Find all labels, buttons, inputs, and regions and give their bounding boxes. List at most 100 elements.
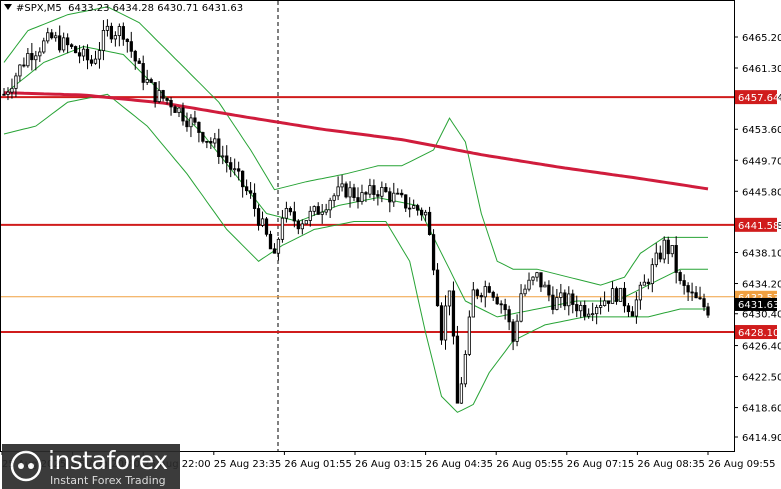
candle-body xyxy=(531,276,535,281)
candle-body xyxy=(181,107,185,122)
candle-body xyxy=(233,168,237,171)
candle-body xyxy=(165,97,169,101)
candle-body xyxy=(169,100,173,108)
x-tick-label: 26 Aug 07:15 xyxy=(567,459,634,470)
candle-body xyxy=(543,284,547,288)
bollinger-lower-line xyxy=(3,93,708,413)
x-tick-label: 26 Aug 05:55 xyxy=(496,459,563,470)
candle-body xyxy=(388,191,392,203)
candle-body xyxy=(344,183,348,198)
candle-body xyxy=(360,192,364,203)
candle-body xyxy=(217,138,221,157)
candle-body xyxy=(551,294,555,310)
candle-body xyxy=(189,117,193,128)
y-tick-label: 6445.80 xyxy=(742,187,781,198)
candle-body xyxy=(312,206,316,212)
current-price-tag xyxy=(735,297,777,311)
candle-body xyxy=(662,239,666,260)
candle-body xyxy=(264,218,269,235)
ohlc-values: 6433.23 6434.28 6430.71 6431.63 xyxy=(68,3,244,14)
candle-body xyxy=(352,187,356,198)
candle-body xyxy=(451,290,456,337)
candle-body xyxy=(34,55,38,61)
candle-body xyxy=(185,120,189,128)
level-tag xyxy=(735,90,777,105)
candle-body xyxy=(634,299,639,317)
y-tick-label: 6434.20 xyxy=(742,280,781,291)
candle-body xyxy=(268,233,273,250)
candle-body xyxy=(149,79,153,83)
candle-body xyxy=(535,272,539,278)
candle-body xyxy=(109,25,114,40)
candle-body xyxy=(77,52,82,57)
y-tick-label: 6461.30 xyxy=(742,64,781,75)
candle-body xyxy=(221,155,225,158)
candle-body xyxy=(459,383,464,404)
candle-body xyxy=(479,295,483,298)
candle-body xyxy=(527,279,531,290)
candle-body xyxy=(292,211,296,222)
candle-body xyxy=(252,192,257,209)
candle-body xyxy=(117,26,121,37)
ma-line xyxy=(3,91,709,191)
candle-body xyxy=(519,293,523,322)
candle-body xyxy=(38,51,42,57)
y-tick-label: 6414.90 xyxy=(742,433,781,444)
candle-body xyxy=(22,64,26,67)
candle-body xyxy=(455,335,460,404)
candle-body xyxy=(567,293,571,307)
candle-body xyxy=(10,87,14,93)
y-tick-label: 6430.40 xyxy=(742,310,781,321)
candle-body xyxy=(46,32,50,42)
candle-body xyxy=(348,187,352,198)
candle-body xyxy=(646,281,650,285)
candle-body xyxy=(42,40,46,53)
watermark-tagline: Instant Forex Trading xyxy=(50,474,166,487)
watermark-brand: instaforex xyxy=(48,446,168,475)
y-tick-label: 6453.60 xyxy=(742,125,781,136)
candle-body xyxy=(439,305,444,341)
candle-body xyxy=(618,287,623,302)
candle-body xyxy=(515,320,519,342)
candle-body xyxy=(606,300,611,304)
candle-body xyxy=(69,44,74,47)
candle-body xyxy=(133,50,137,62)
candle-body xyxy=(141,63,145,83)
candle-body xyxy=(610,288,615,304)
candle-body xyxy=(364,192,368,195)
candle-body xyxy=(626,305,631,313)
candle-body xyxy=(121,26,125,40)
candle-body xyxy=(431,234,436,271)
candle-body xyxy=(579,305,583,312)
candle-body xyxy=(495,296,499,305)
level-tag-label: 6428.10 xyxy=(738,328,779,339)
candle-body xyxy=(66,37,70,46)
candle-body xyxy=(248,190,253,194)
candle-body xyxy=(125,38,129,43)
candle-body xyxy=(547,284,551,296)
candle-body xyxy=(50,32,54,39)
x-tick-label: 26 Aug 03:15 xyxy=(355,459,422,470)
candle-body xyxy=(320,211,324,215)
candle-body xyxy=(157,90,161,102)
collapse-triangle-icon[interactable] xyxy=(4,4,12,10)
candle-body xyxy=(356,197,360,203)
candle-body xyxy=(686,285,690,293)
candle-body xyxy=(340,183,344,188)
candle-body xyxy=(642,281,646,286)
candle-body xyxy=(276,238,281,254)
candle-body xyxy=(89,59,94,64)
candle-body xyxy=(571,293,575,305)
candle-body xyxy=(85,48,90,61)
candle-body xyxy=(30,53,34,61)
candle-body xyxy=(630,311,635,317)
candle-body xyxy=(173,106,177,113)
candle-body xyxy=(598,305,603,308)
candle-body xyxy=(280,217,285,240)
bollinger-middle-line xyxy=(3,45,708,318)
candle-body xyxy=(54,35,58,39)
x-tick-label: 26 Aug 09:55 xyxy=(708,459,775,470)
candle-body xyxy=(423,211,428,216)
